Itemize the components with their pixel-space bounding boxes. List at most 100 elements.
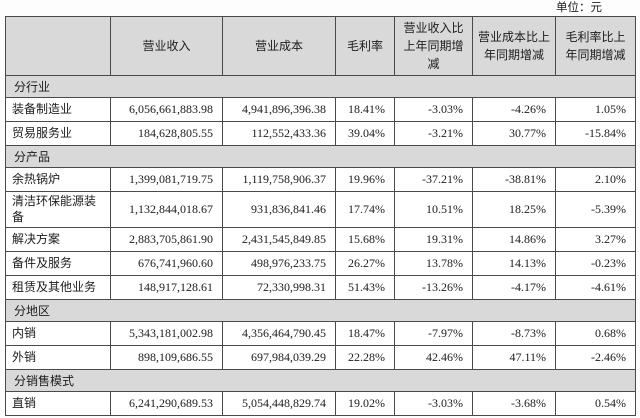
revenue-cell: 1,399,081,719.75: [110, 167, 223, 192]
gross-margin-cell: 15.68%: [335, 227, 395, 253]
row-label-cell: 内销: [5, 321, 111, 347]
gross-margin-cell: 18.47%: [335, 321, 395, 347]
row-label-cell: 清洁环保能源装备: [5, 190, 111, 229]
row-label-cell: 备件及服务: [5, 251, 111, 277]
col-header-cost-yoy: 营业成本比上年同期增减: [472, 16, 556, 76]
col-header-margin-yoy: 毛利率比上年同期增减: [555, 16, 636, 76]
revenue-yoy-cell: -13.26%: [394, 275, 473, 301]
section-row-by-sales-model: 分销售模式: [5, 369, 636, 393]
revenue-cell: 5,343,181,002.98: [110, 321, 223, 347]
section-label: 分产品: [5, 145, 636, 168]
row-solutions: 解决方案 2,883,705,861.90 2,431,545,849.85 1…: [5, 227, 636, 253]
col-header-cost: 营业成本: [222, 16, 336, 76]
section-row-by-product: 分产品: [5, 145, 636, 168]
revenue-yoy-cell: 19.31%: [394, 227, 473, 253]
cost-yoy-cell: 30.77%: [472, 121, 556, 146]
header-row: 营业收入 营业成本 毛利率 营业收入比上年同期增减 营业成本比上年同期增减 毛利…: [5, 16, 636, 76]
margin-yoy-cell: 0.54%: [555, 391, 636, 417]
revenue-yoy-cell: -3.03%: [394, 391, 473, 417]
row-equipment-manufacturing: 装备制造业 6,056,661,883.98 4,941,896,396.38 …: [5, 97, 636, 122]
margin-yoy-cell: -0.23%: [555, 251, 636, 277]
cost-yoy-cell: 14.86%: [472, 227, 556, 253]
row-leasing-other: 租赁及其他业务 148,917,128.61 72,330,998.31 51.…: [5, 275, 636, 301]
cost-cell: 1,119,758,906.37: [222, 167, 336, 192]
row-label-cell: 余热锅炉: [5, 167, 111, 192]
gross-margin-cell: 39.04%: [335, 121, 395, 146]
row-label-cell: 租赁及其他业务: [5, 275, 111, 301]
revenue-cell: 2,883,705,861.90: [110, 227, 223, 253]
margin-yoy-cell: -2.46%: [555, 345, 636, 371]
gross-margin-cell: 17.74%: [335, 190, 395, 229]
margin-yoy-cell: -4.61%: [555, 275, 636, 301]
row-export-sales: 外销 898,109,686.55 697,984,039.29 22.28% …: [5, 345, 636, 371]
gross-margin-cell: 19.02%: [335, 391, 395, 417]
row-label-cell: 外销: [5, 345, 111, 371]
cost-cell: 498,976,233.75: [222, 251, 336, 277]
revenue-cell: 6,056,661,883.98: [110, 97, 223, 122]
row-clean-energy-equipment: 清洁环保能源装备 1,132,844,018.67 931,836,841.46…: [5, 190, 636, 229]
revenue-yoy-cell: 42.46%: [394, 345, 473, 371]
row-trade-services: 贸易服务业 184,628,805.55 112,552,433.36 39.0…: [5, 121, 636, 146]
col-header-revenue-yoy: 营业收入比上年同期增减: [394, 16, 473, 76]
section-label: 分地区: [5, 299, 636, 323]
cost-cell: 931,836,841.46: [222, 190, 336, 229]
cost-cell: 72,330,998.31: [222, 275, 336, 301]
revenue-cell: 184,628,805.55: [110, 121, 223, 146]
cost-cell: 112,552,433.36: [222, 121, 336, 146]
gross-margin-cell: 18.41%: [335, 97, 395, 122]
cost-cell: 2,431,545,849.85: [222, 227, 336, 253]
revenue-cell: 676,741,960.60: [110, 251, 223, 277]
revenue-yoy-cell: -7.97%: [394, 321, 473, 347]
section-row-by-region: 分地区: [5, 299, 636, 323]
revenue-yoy-cell: -37.21%: [394, 167, 473, 192]
revenue-yoy-cell: -3.03%: [394, 97, 473, 122]
section-row-by-industry: 分行业: [5, 75, 636, 98]
revenue-yoy-cell: 13.78%: [394, 251, 473, 277]
row-parts-services: 备件及服务 676,741,960.60 498,976,233.75 26.2…: [5, 251, 636, 277]
margin-yoy-cell: 1.05%: [555, 97, 636, 122]
cost-yoy-cell: 14.13%: [472, 251, 556, 277]
margin-yoy-cell: -15.84%: [555, 121, 636, 146]
gross-margin-cell: 22.28%: [335, 345, 395, 371]
cost-cell: 5,054,448,829.74: [222, 391, 336, 417]
revenue-yoy-cell: 10.51%: [394, 190, 473, 229]
revenue-cell: 148,917,128.61: [110, 275, 223, 301]
margin-yoy-cell: 3.27%: [555, 227, 636, 253]
segment-revenue-table: 营业收入 营业成本 毛利率 营业收入比上年同期增减 营业成本比上年同期增减 毛利…: [5, 16, 636, 417]
cost-yoy-cell: -3.68%: [472, 391, 556, 417]
col-header-blank: [5, 16, 111, 76]
row-label-cell: 直销: [5, 391, 111, 417]
margin-yoy-cell: 0.68%: [555, 321, 636, 347]
col-header-gross-margin: 毛利率: [335, 16, 395, 76]
cost-cell: 4,356,464,790.45: [222, 321, 336, 347]
revenue-cell: 1,132,844,018.67: [110, 190, 223, 229]
row-label-cell: 装备制造业: [5, 97, 111, 122]
cost-yoy-cell: -4.26%: [472, 97, 556, 122]
cost-yoy-cell: 18.25%: [472, 190, 556, 229]
row-waste-heat-boiler: 余热锅炉 1,399,081,719.75 1,119,758,906.37 1…: [5, 167, 636, 192]
revenue-cell: 6,241,290,689.53: [110, 391, 223, 417]
revenue-cell: 898,109,686.55: [110, 345, 223, 371]
cost-cell: 4,941,896,396.38: [222, 97, 336, 122]
row-domestic-sales: 内销 5,343,181,002.98 4,356,464,790.45 18.…: [5, 321, 636, 347]
cost-cell: 697,984,039.29: [222, 345, 336, 371]
cost-yoy-cell: -8.73%: [472, 321, 556, 347]
row-direct-sales: 直销 6,241,290,689.53 5,054,448,829.74 19.…: [5, 391, 636, 417]
row-label-cell: 解决方案: [5, 227, 111, 253]
cost-yoy-cell: -4.17%: [472, 275, 556, 301]
revenue-yoy-cell: -3.21%: [394, 121, 473, 146]
gross-margin-cell: 51.43%: [335, 275, 395, 301]
gross-margin-cell: 19.96%: [335, 167, 395, 192]
cost-yoy-cell: 47.11%: [472, 345, 556, 371]
margin-yoy-cell: -5.39%: [555, 190, 636, 229]
section-label: 分行业: [5, 75, 636, 98]
unit-label: 单位：元: [556, 2, 602, 14]
col-header-revenue: 营业收入: [110, 16, 223, 76]
section-label: 分销售模式: [5, 369, 636, 393]
gross-margin-cell: 26.27%: [335, 251, 395, 277]
unit-row: 单位：元: [5, 1, 635, 16]
row-label-cell: 贸易服务业: [5, 121, 111, 146]
margin-yoy-cell: 2.10%: [555, 167, 636, 192]
cost-yoy-cell: -38.81%: [472, 167, 556, 192]
